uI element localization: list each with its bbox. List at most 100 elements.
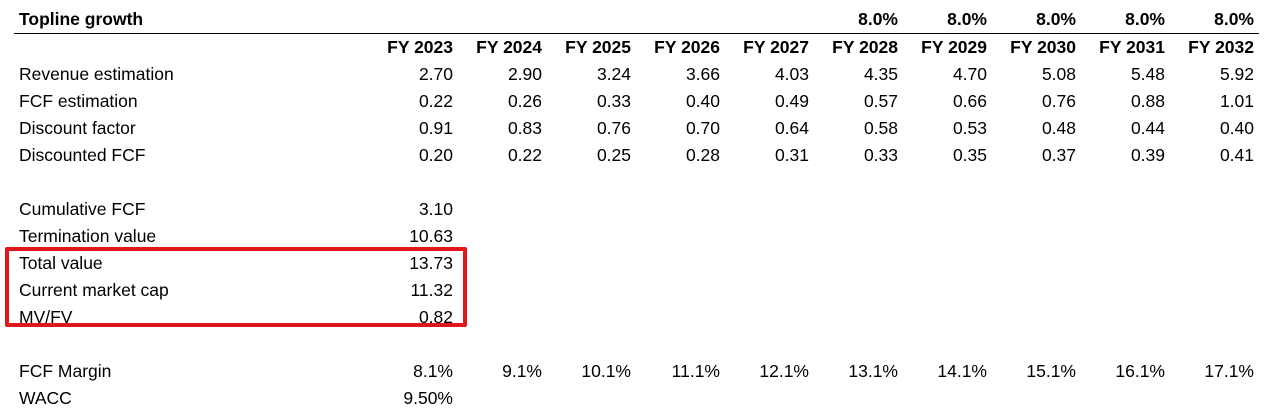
empty-cell[interactable] [458,385,547,412]
empty-cell[interactable] [458,331,547,358]
value-cell[interactable]: 0.37 [1041,145,1076,165]
empty-cell[interactable] [1170,304,1259,331]
value-cell[interactable]: 0.44 [1130,118,1165,138]
empty-cell[interactable] [725,331,814,358]
header-blank-cell[interactable] [14,33,369,61]
wacc-label[interactable]: WACC [19,388,72,408]
value-cell[interactable]: 0.31 [774,145,809,165]
value-cell[interactable]: 0.41 [1219,145,1254,165]
value-cell[interactable]: 0.25 [596,145,631,165]
empty-cell[interactable] [458,277,547,304]
empty-cell[interactable] [636,169,725,196]
growth-rate-cell[interactable]: 8.0% [1125,9,1165,29]
value-cell[interactable]: 5.48 [1130,64,1165,84]
empty-cell[interactable] [1081,277,1170,304]
year-header[interactable]: FY 2028 [814,33,903,61]
empty-cell[interactable] [814,385,903,412]
growth-rate-cell[interactable] [547,6,636,34]
growth-rate-cell[interactable]: 8.0% [1214,9,1254,29]
value-cell[interactable]: 4.03 [774,64,809,84]
empty-cell[interactable] [903,304,992,331]
summary-value[interactable]: 10.63 [409,226,453,246]
empty-cell[interactable] [547,250,636,277]
value-cell[interactable]: 0.33 [863,145,898,165]
empty-cell[interactable] [992,169,1081,196]
growth-rate-cell[interactable]: 8.0% [1036,9,1076,29]
value-cell[interactable]: 0.76 [1041,91,1076,111]
value-cell[interactable]: 0.76 [596,118,631,138]
empty-cell[interactable] [369,169,458,196]
growth-rate-cell[interactable] [369,6,458,34]
year-header[interactable]: FY 2027 [725,33,814,61]
year-header[interactable]: FY 2024 [458,33,547,61]
empty-cell[interactable] [992,196,1081,223]
value-cell[interactable]: 0.33 [596,91,631,111]
empty-cell[interactable] [1170,331,1259,358]
value-cell[interactable]: 1.01 [1219,91,1254,111]
empty-cell[interactable] [992,250,1081,277]
empty-cell[interactable] [547,304,636,331]
value-cell[interactable]: 3.66 [685,64,720,84]
empty-cell[interactable] [1081,331,1170,358]
empty-cell[interactable] [903,169,992,196]
fcf-margin-value[interactable]: 9.1% [502,361,542,381]
empty-cell[interactable] [636,331,725,358]
empty-cell[interactable] [725,223,814,250]
empty-cell[interactable] [725,196,814,223]
value-cell[interactable]: 0.40 [1219,118,1254,138]
empty-cell[interactable] [458,196,547,223]
fcf-margin-value[interactable]: 14.1% [937,361,987,381]
value-cell[interactable]: 0.49 [774,91,809,111]
empty-cell[interactable] [814,250,903,277]
fcf-margin-value[interactable]: 17.1% [1204,361,1254,381]
fcf-margin-value[interactable]: 16.1% [1115,361,1165,381]
empty-cell[interactable] [547,223,636,250]
empty-cell[interactable] [725,304,814,331]
value-cell[interactable]: 0.28 [685,145,720,165]
empty-cell[interactable] [903,223,992,250]
empty-cell[interactable] [992,223,1081,250]
empty-cell[interactable] [636,223,725,250]
empty-cell[interactable] [636,385,725,412]
value-cell[interactable]: 0.53 [952,118,987,138]
empty-cell[interactable] [1170,169,1259,196]
value-cell[interactable]: 0.66 [952,91,987,111]
year-header[interactable]: FY 2025 [547,33,636,61]
fcf-margin-value[interactable]: 10.1% [581,361,631,381]
summary-label[interactable]: Current market cap [19,280,169,300]
empty-cell[interactable] [1081,169,1170,196]
empty-cell[interactable] [1170,223,1259,250]
empty-cell[interactable] [369,331,458,358]
value-cell[interactable]: 0.22 [507,145,542,165]
summary-value[interactable]: 3.10 [418,199,453,219]
empty-cell[interactable] [903,385,992,412]
summary-label[interactable]: Total value [19,253,103,273]
year-header[interactable]: FY 2026 [636,33,725,61]
fcf-margin-value[interactable]: 13.1% [848,361,898,381]
sheet-title[interactable]: Topline growth [19,9,144,29]
empty-cell[interactable] [903,196,992,223]
empty-cell[interactable] [992,277,1081,304]
growth-rate-cell[interactable]: 8.0% [947,9,987,29]
value-cell[interactable]: 0.57 [863,91,898,111]
value-cell[interactable]: 5.08 [1041,64,1076,84]
empty-cell[interactable] [992,304,1081,331]
summary-label[interactable]: Termination value [19,226,157,246]
empty-cell[interactable] [725,250,814,277]
empty-cell[interactable] [814,304,903,331]
empty-cell[interactable] [547,331,636,358]
empty-cell[interactable] [458,223,547,250]
empty-cell[interactable] [14,331,369,358]
empty-cell[interactable] [1081,223,1170,250]
summary-value[interactable]: 11.32 [410,280,454,300]
empty-cell[interactable] [1081,250,1170,277]
value-cell[interactable]: 4.70 [952,64,987,84]
growth-rate-cell[interactable] [725,6,814,34]
empty-cell[interactable] [814,169,903,196]
empty-cell[interactable] [903,250,992,277]
value-cell[interactable]: 4.35 [863,64,898,84]
value-cell[interactable]: 3.24 [596,64,631,84]
year-header[interactable]: FY 2029 [903,33,992,61]
empty-cell[interactable] [903,277,992,304]
row-label[interactable]: Discounted FCF [19,145,146,165]
